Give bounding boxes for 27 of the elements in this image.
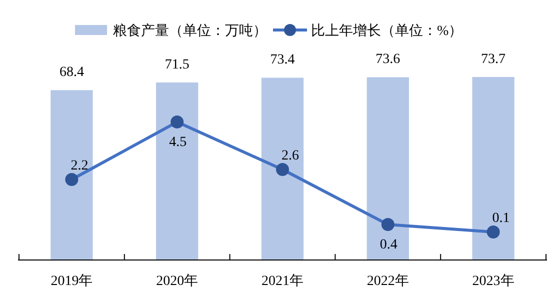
legend-label: 比上年增长（单位：%） — [311, 23, 463, 39]
bar — [50, 90, 93, 260]
point — [170, 116, 184, 128]
x-tick-label: 2019年 — [50, 273, 93, 289]
data-label: 68.4 — [59, 65, 84, 80]
data-label: 2.2 — [70, 158, 88, 174]
point — [381, 218, 394, 231]
data-label: 0.1 — [492, 211, 510, 226]
legend-label: 粮食产量（单位：万吨） — [113, 23, 267, 39]
data-label: 2.6 — [282, 148, 299, 164]
data-label: 4.5 — [169, 135, 187, 150]
data-label: 0.4 — [380, 238, 398, 252]
bar — [472, 77, 514, 260]
x-tick-label: 2023年 — [472, 273, 514, 289]
bar — [366, 77, 409, 260]
x-tick-label: 2021年 — [262, 273, 304, 289]
bar — [261, 78, 304, 260]
x-tick-label: 2020年 — [156, 273, 198, 289]
data-label: 71.5 — [164, 57, 190, 72]
point — [276, 163, 289, 176]
point — [65, 173, 78, 186]
bar — [156, 82, 198, 260]
data-label: 73.7 — [481, 52, 506, 67]
x-tick-label: 2022年 — [366, 273, 409, 289]
data-label: 73.6 — [376, 52, 400, 68]
point — [486, 226, 500, 238]
data-label: 73.4 — [270, 52, 295, 68]
